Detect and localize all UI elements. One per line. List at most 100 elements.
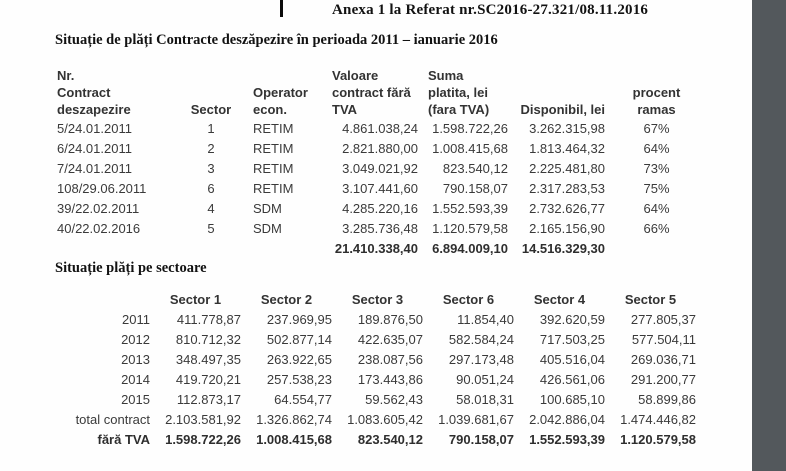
table-cell: 823.540,12: [357, 431, 423, 447]
table-cell: 2014: [121, 371, 150, 387]
table-cell: 790.158,07: [448, 431, 514, 447]
table-cell: 238.087,56: [357, 351, 423, 367]
table-cell: 21.410.338,40: [334, 240, 418, 256]
table-cell: 3.262.315,98: [529, 120, 605, 136]
table-cell: 11.854,40: [457, 311, 514, 327]
table-header-row: Sector 1 Sector 2 Sector 3 Sector 6 Sector 4…: [55, 289, 696, 309]
table-cell: 6/24.01.2011: [57, 140, 132, 156]
table-cell: 1.039.681,67: [438, 411, 514, 427]
table-footer: fără TVA 1.598.722,26 1.008.415,68 823.540,…: [55, 429, 697, 449]
table-cell: 426.561,06: [539, 371, 605, 387]
table-cell: 6: [207, 180, 215, 196]
table-cell: 2013: [121, 351, 150, 367]
table-row: 2011 411.778,87 237.969,95 189.876,50 11.854…: [55, 309, 696, 329]
table-cell: 823.540,12: [442, 160, 508, 176]
table-cell: 1.008.415,68: [432, 140, 508, 156]
table-cell: 59.562,43: [365, 391, 423, 407]
column-header: Nr. Contract deszapezire: [57, 68, 131, 117]
table-cell: 2.042.886,04: [529, 411, 605, 427]
table-row: total contract 2.103.581,92 1.326.862,74 1.…: [55, 409, 696, 429]
table-cell: 237.969,95: [266, 311, 332, 327]
table-head: Sector 1 Sector 2 Sector 3 Sector 6 Sector 4…: [55, 289, 696, 309]
table-cell: 2.821.880,00: [342, 140, 418, 156]
table-cell: 58.018,31: [456, 391, 514, 407]
table-row: 2012 810.712,32 502.877,14 422.635,07 582.58…: [55, 329, 696, 349]
table-cell: 3.049.021,92: [342, 160, 418, 176]
table-cell: RETIM: [253, 140, 294, 156]
table-cell: [242, 238, 330, 258]
table-cell: 2: [207, 140, 215, 156]
table-cell: 419.720,21: [175, 371, 241, 387]
table-cell: 73%: [643, 160, 670, 176]
table-cell: 4.861.038,24: [342, 120, 418, 136]
table-cell: 2011: [122, 311, 150, 327]
table-cell: 277.805,37: [630, 311, 696, 327]
table-cell: 2.732.626,77: [529, 200, 605, 216]
table-cell: 790.158,07: [442, 180, 508, 196]
table-row: 7/24.01.2011 3 RETIM 3.049.021,92 823.540,12…: [55, 158, 703, 178]
table-cell: 1.598.722,26: [165, 431, 241, 447]
table-head: Nr. Contract deszapezire Sector Operator e…: [55, 67, 703, 118]
table-cell: 263.922,65: [266, 351, 332, 367]
table-cell: 64.554,77: [274, 391, 332, 407]
table-cell: 1.813.464,32: [529, 140, 605, 156]
column-header: Sector 2: [260, 291, 313, 307]
table-row: 39/22.02.2011 4 SDM 4.285.220,16 1.552.593,3…: [55, 198, 703, 218]
table-cell: 411.778,87: [176, 311, 241, 327]
table-cell: 717.503,25: [539, 331, 605, 347]
table-cell: 1.008.415,68: [256, 431, 332, 447]
table-cell: 291.200,77: [630, 371, 696, 387]
column-header: Operator econ.: [253, 85, 308, 117]
table-cell: 2012: [121, 331, 150, 347]
table-cell: 1.598.722,26: [432, 120, 508, 136]
table-cell: 64%: [643, 140, 670, 156]
table-cell: 2.103.581,92: [165, 411, 241, 427]
table-footer: 21.410.338,40 6.894.009,10 14.516.329,30: [55, 238, 703, 258]
table-cell: 1.120.579,58: [432, 220, 508, 236]
page-title: Situație de plăți Contracte deszăpezire …: [55, 32, 498, 48]
table-cell: 2.165.156,90: [529, 220, 605, 236]
column-header: [55, 289, 150, 309]
table-cell: RETIM: [253, 160, 294, 176]
table-cell: 189.876,50: [357, 311, 423, 327]
column-header: Sector: [190, 102, 232, 117]
table-cell: 3: [207, 160, 215, 176]
table-cell: 2015: [121, 391, 150, 407]
table-cell: [55, 238, 180, 258]
table-cell: 75%: [643, 180, 670, 196]
table-cell: 1.552.593,39: [432, 200, 508, 216]
annex-header: Anexa 1 la Referat nr.SC2016-27.321/08.1…: [332, 2, 649, 18]
table-cell: 405.516,04: [539, 351, 605, 367]
column-header: procent ramas: [632, 85, 681, 117]
table-cell: 4: [207, 200, 215, 216]
table-cell: 1.083.605,42: [347, 411, 423, 427]
table-row: 2015 112.873,17 64.554,77 59.562,43 58.018,3…: [55, 389, 696, 409]
column-header: Sector 6: [442, 291, 495, 307]
table-cell: fără TVA: [97, 431, 151, 447]
table-cell: 6.894.009,10: [432, 240, 508, 256]
column-header: Sector 4: [533, 291, 586, 307]
table-cell: 67%: [643, 120, 670, 136]
table-cell: 112.873,17: [176, 391, 241, 407]
table-cell: 422.635,07: [357, 331, 423, 347]
column-header: Sector 3: [351, 291, 404, 307]
table-cell: 66%: [643, 220, 670, 236]
table-cell: 269.036,71: [630, 351, 696, 367]
table-cell: 257.538,23: [266, 371, 332, 387]
table-cell: 58.899,86: [638, 391, 696, 407]
table-body: 2011 411.778,87 237.969,95 189.876,50 11.854…: [55, 309, 696, 429]
contracts-payments-table: Nr. Contract deszapezire Sector Operator e…: [55, 67, 703, 258]
table-cell: 5/24.01.2011: [57, 120, 132, 136]
table-cell: 14.516.329,30: [521, 240, 605, 256]
table-cell: [180, 238, 242, 258]
table-cell: 1.120.579,58: [620, 431, 696, 447]
table-cell: 582.584,24: [448, 331, 514, 347]
table-cell: 39/22.02.2011: [57, 200, 140, 216]
table-cell: RETIM: [253, 180, 294, 196]
table-body: 5/24.01.2011 1 RETIM 4.861.038,24 1.598.722,…: [55, 118, 703, 238]
column-header: Suma platita, lei (fara TVA): [428, 68, 490, 117]
total-fara-tva-row: fără TVA 1.598.722,26 1.008.415,68 823.540,…: [55, 429, 697, 449]
scan-artifact-mark: [280, 0, 283, 17]
section-title-sectors: Situație plăți pe sectoare: [55, 260, 207, 276]
table-cell: 577.504,11: [631, 331, 696, 347]
